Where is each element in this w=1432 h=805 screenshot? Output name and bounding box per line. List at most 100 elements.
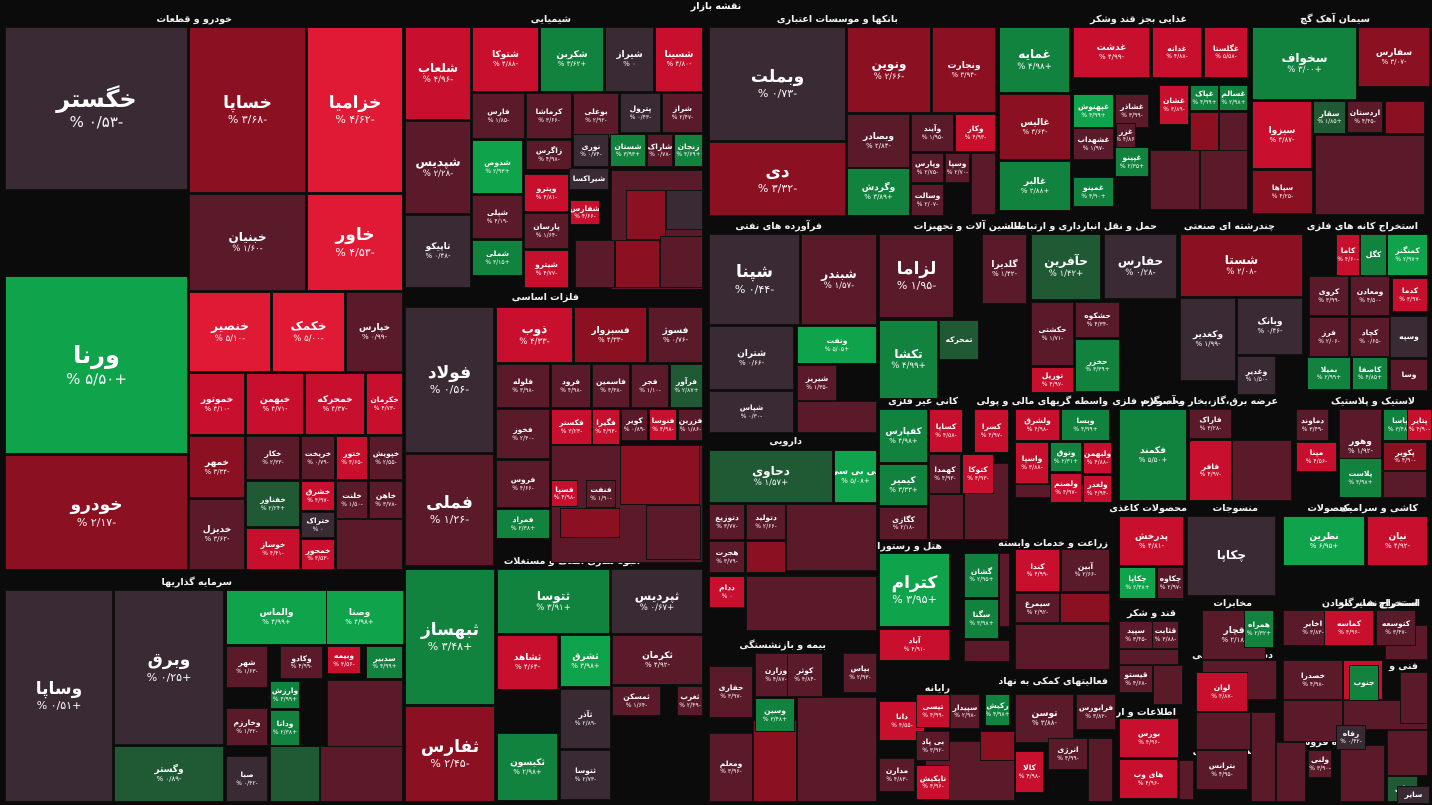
stock-tile[interactable]: فاراک -۳/۲۸ % [1189,409,1232,439]
stock-tile[interactable]: سگنا +۳/۹۸ % [964,599,999,639]
stock-tile[interactable]: ومعلم -۳/۹۶ % [709,733,753,802]
stock-tile[interactable]: همراه +۲/۳۲ % [1244,610,1274,648]
stock-tile[interactable]: کاما -۴/۶۰ % [1336,234,1360,276]
stock-tile[interactable]: ثتوسا -۲/۷۳ % [560,750,611,800]
stock-tile[interactable]: شیراکسا [569,168,609,190]
stock-tile[interactable]: غمینو +۴/۹۰ % [1073,177,1114,207]
stock-tile[interactable]: ثفارس -۲/۴۵ % [405,706,495,802]
stock-tile[interactable]: وغدیر -۱/۵۰ % [1237,356,1276,395]
stock-tile[interactable]: فرابورس -۳/۸۲ % [1076,694,1116,730]
stock-tile[interactable]: نیان -۴/۹۲ % [1367,516,1428,566]
stock-tile[interactable]: فنفت -۱/۹۰ % [586,480,616,508]
stock-tile[interactable]: سدبیر +۴/۹۹ % [366,646,403,679]
stock-tile[interactable]: غالبر +۲/۸۸ % [999,161,1071,211]
stock-tile[interactable]: آبین -۲/۶۶ % [1061,549,1110,592]
stock-tile[interactable]: دحاوی +۱/۵۷ % [709,450,833,503]
stock-tile[interactable]: شیریز -۱/۳۵ % [797,365,837,401]
stock-tile[interactable]: خوساز -۴/۴۱ % [246,528,300,570]
stock-tile[interactable]: فرود -۴/۹۸ % [551,364,591,408]
stock-tile[interactable]: شتوکا -۴/۸۸ % [472,27,539,92]
stock-tile[interactable]: ویترو -۴/۸۱ % [524,174,569,212]
stock-tile[interactable]: فرآور +۲/۸۷ % [670,364,703,408]
stock-tile[interactable]: خاور -۴/۵۳ % [307,194,403,291]
stock-tile[interactable]: کماسه -۴/۹۶ % [1324,610,1374,646]
stock-tile[interactable]: کتوسعه -۳/۴۷ % [1376,610,1416,646]
stock-tile[interactable]: سقار +۱/۸۵ % [1313,101,1346,134]
stock-tile[interactable]: وسپا -۲/۷۰ % [945,153,970,183]
stock-tile[interactable]: سیمرغ -۲/۹۲ % [1015,593,1060,623]
stock-tile[interactable]: شسینا -۴/۸۰ % [655,27,703,92]
stock-tile[interactable]: وارزش +۴/۹۹ % [270,681,300,709]
stock-tile[interactable]: حکشتی -۱/۷۱ % [1031,302,1074,366]
stock-tile[interactable]: خنصیر -۵/۱۰ % [189,292,271,372]
stock-tile[interactable]: شیراز ۰ % [605,27,654,92]
stock-tile[interactable]: مدارن -۴/۸۳ % [879,758,915,792]
stock-tile[interactable]: بترانس -۴/۹۵ % [1196,750,1248,790]
stock-tile[interactable]: قیستو -۴/۶۸ % [1119,665,1153,693]
stock-tile[interactable]: آباد -۴/۹۱ % [879,629,950,661]
stock-tile[interactable]: ولنی -۳/۹۰ % [1308,750,1332,778]
stock-tile[interactable]: بوعلی -۲/۹۲ % [573,93,619,139]
stock-tile[interactable]: حفاری -۳/۹۷ % [709,666,753,718]
stock-tile[interactable]: شهر -۱/۶۳ % [226,646,268,688]
stock-tile[interactable]: کسرا -۴/۹۷ % [974,409,1009,453]
stock-tile[interactable]: شاراک -۰/۷۸ % [647,134,673,167]
stock-tile[interactable]: کساپا -۴/۵۸ % [929,409,963,453]
stock-tile[interactable]: پترول -۰/۴۳ % [620,93,661,133]
stock-tile[interactable]: خودرو -۲/۱۷ % [5,455,188,570]
stock-tile[interactable]: خموتور -۴/۱۰ % [189,373,245,435]
stock-tile[interactable]: شیترو -۴/۷۷ % [524,250,569,288]
stock-tile[interactable]: خفناور +۲/۲۴ % [246,481,300,527]
stock-tile[interactable]: فمراد +۲/۳۸ % [496,509,550,539]
stock-tile[interactable]: کترام +۳/۹۵ % [879,553,950,627]
stock-tile[interactable]: وبصادر -۲/۸۴ % [847,114,910,168]
stock-tile[interactable]: اردستان -۴/۴۵ % [1347,101,1383,133]
stock-tile[interactable]: شکربن +۳/۶۲ % [540,27,604,92]
stock-tile[interactable]: فسبزوار -۴/۳۳ % [574,307,647,363]
stock-tile[interactable]: ودانا +۲/۳۸ % [270,710,300,746]
stock-tile[interactable]: غپاک +۴/۹۹ % [1190,85,1219,111]
stock-tile[interactable]: تیسی -۴/۹۹ % [916,694,950,728]
stock-tile[interactable]: ختراک ۰ % [301,512,335,538]
stock-tile[interactable]: خشرق -۴/۹۷ % [301,481,335,511]
stock-tile[interactable]: شپدیس -۲/۲۸ % [405,121,471,214]
stock-tile[interactable]: شراز -۲/۴۷ % [662,93,703,133]
stock-tile[interactable]: وتوق +۲/۳۱ % [1050,442,1082,472]
stock-tile[interactable]: انرژی -۴/۹۹ % [1048,738,1088,770]
stock-tile[interactable]: گلدیرا -۱/۴۲ % [982,234,1027,304]
stock-tile[interactable]: ثبهساز +۳/۴۸ % [405,569,495,705]
stock-tile[interactable]: مپنا -۴/۵۶ % [1296,442,1337,472]
stock-tile[interactable]: وبیمه -۴/۵۶ % [327,646,361,674]
stock-tile[interactable]: رکیش +۴/۹۸ % [985,694,1010,726]
stock-tile[interactable]: دتولید -۲/۶۶ % [746,504,786,540]
stock-tile[interactable]: توریل -۴/۹۷ % [1031,367,1074,393]
stock-tile[interactable]: کدما -۳/۹۷ % [1392,278,1428,312]
stock-tile[interactable]: خلنت -۱/۵۰ % [336,481,368,519]
stock-tile[interactable]: غزر-۴/۸۶ % [1116,123,1136,148]
stock-tile[interactable]: وپارس -۲/۷۵ % [911,153,944,183]
stock-tile[interactable]: غدشت -۴/۹۹ % [1073,27,1150,78]
stock-tile[interactable]: فجر -۱/۱۰ % [631,364,669,408]
stock-tile[interactable]: پدرخش -۴/۸۱ % [1119,516,1184,566]
stock-tile[interactable]: شستان +۳/۹۳ % [610,134,646,167]
stock-tile[interactable]: نطرین +۶/۹۵ % [1283,516,1365,566]
stock-tile[interactable]: ونیرو+۲/۹۰ % [1189,440,1191,442]
stock-tile[interactable]: حآفرین +۱/۴۲ % [1031,234,1101,300]
stock-tile[interactable]: ولبهمن -۴/۸۸ % [1083,442,1112,474]
stock-tile[interactable]: ثشاهد -۴/۶۴ % [497,635,558,690]
stock-tile[interactable]: های وب -۴/۹۶ % [1119,759,1178,799]
stock-tile[interactable]: جنوب [1349,665,1379,701]
stock-tile[interactable]: کچاد -۰/۶۵ % [1350,317,1390,357]
stock-tile[interactable]: فگیرا -۴/۹۳ % [592,409,620,445]
stock-tile[interactable]: ولشرق -۴/۹۸ % [1015,409,1060,441]
stock-tile[interactable]: ددام ۰ % [709,576,745,608]
stock-tile[interactable]: کندا -۴/۹۹ % [1015,549,1060,592]
stock-tile[interactable]: فولاد -۰/۵۶ % [405,307,494,453]
stock-tile[interactable]: کویر -۰/۸۹ % [621,409,648,441]
stock-tile[interactable]: شدوص +۲/۹۳ % [472,140,523,194]
stock-tile[interactable]: خبهمن -۴/۷۱ % [246,373,304,435]
stock-tile[interactable]: چکاوه -۲/۹۷ % [1157,567,1184,599]
stock-tile[interactable]: وبانک -۰/۴۶ % [1237,298,1303,355]
stock-tile[interactable]: پتایر -۴/۹۰ % [1407,409,1432,441]
stock-tile[interactable]: صبا -۰/۴۲ % [226,756,268,802]
